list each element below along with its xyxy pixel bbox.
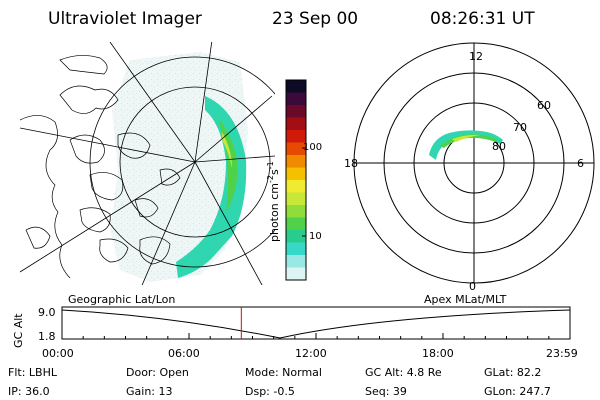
mlt-label-0: 0 xyxy=(469,280,476,293)
colorbar-segment xyxy=(286,105,306,118)
mlat-label-80: 80 xyxy=(492,140,506,153)
colorbar-tick-100: 100 xyxy=(303,142,322,153)
svg-text:photon cm-2s-1: photon cm-2s-1 xyxy=(266,161,281,242)
status-dsp: Dsp: -0.5 xyxy=(245,385,295,398)
status-mode: Mode: Normal xyxy=(245,366,322,379)
lat-circle-outer xyxy=(119,86,271,238)
status-gain: Gain: 13 xyxy=(126,385,173,398)
mlt-label-12: 12 xyxy=(469,50,483,63)
colorbar-segment xyxy=(286,180,306,193)
auroral-arc-peak xyxy=(452,134,480,142)
polar-label: Apex MLat/MLT xyxy=(424,293,507,306)
date-label: 23 Sep 00 xyxy=(272,9,358,29)
mlat-label-70: 70 xyxy=(513,121,527,134)
colorbar-segment xyxy=(286,130,306,143)
colorbar-segment xyxy=(286,92,306,106)
gc-alt-ymax: 9.0 xyxy=(38,306,56,319)
colorbar-segment xyxy=(286,205,306,218)
colorbar-segment xyxy=(286,217,306,231)
colorbar-tick-10: 10 xyxy=(309,231,322,242)
status-footer: Flt: LBHL Door: Open Mode: Normal GC Alt… xyxy=(8,366,551,398)
meridians xyxy=(20,42,275,285)
status-seq: Seq: 39 xyxy=(365,385,407,398)
unit-main: photon cm xyxy=(268,183,281,242)
colorbar-segment xyxy=(286,255,306,268)
colorbar-frame xyxy=(285,79,307,281)
time-tick-0600: 06:00 xyxy=(168,347,200,360)
status-door: Door: Open xyxy=(126,366,189,379)
colorbar-unit-label: photon cm-2s-1 xyxy=(266,161,281,242)
colorbar-segment xyxy=(286,142,306,156)
instrument-title: Ultraviolet Imager xyxy=(48,9,202,29)
time-tick-1200: 12:00 xyxy=(295,347,327,360)
time-ticks xyxy=(61,333,571,339)
lat-circle-far xyxy=(89,56,275,268)
colorbar-segment xyxy=(286,117,306,131)
status-gc-alt: GC Alt: 4.8 Re xyxy=(365,366,442,379)
auroral-peak-geo xyxy=(222,132,232,168)
colorbar-segment xyxy=(286,230,306,243)
colorbar-segment xyxy=(286,267,306,281)
status-ip: IP: 36.0 xyxy=(8,385,50,398)
gc-alt-axis-label: GC Alt xyxy=(12,313,25,348)
unit-sup1: -2 xyxy=(266,175,275,183)
colorbar-segment xyxy=(286,80,306,93)
unit-s: s xyxy=(268,169,281,175)
status-glat: GLat: 82.2 xyxy=(484,366,541,379)
colorbar-segment xyxy=(286,242,306,256)
mlt-label-6: 6 xyxy=(577,157,584,170)
geo-map-label: Geographic Lat/Lon xyxy=(68,293,175,306)
time-tick-0000: 00:00 xyxy=(42,347,74,360)
status-filter: Flt: LBHL xyxy=(8,366,58,379)
status-glon: GLon: 247.7 xyxy=(484,385,551,398)
gc-alt-panel: 9.0 1.8 GC Alt 00:00 06:00 12:00 18:00 2… xyxy=(12,306,578,360)
mlt-label-18: 18 xyxy=(344,157,358,170)
auroral-core-geo xyxy=(218,118,238,212)
time-label: 08:26:31 UT xyxy=(430,9,535,29)
coastlines xyxy=(20,55,181,279)
time-tick-2359: 23:59 xyxy=(546,347,578,360)
time-tick-1800: 18:00 xyxy=(422,347,454,360)
geographic-map xyxy=(20,42,275,285)
colorbar-segment xyxy=(286,155,306,168)
mlat-label-60: 60 xyxy=(537,99,551,112)
auroral-arc-core xyxy=(440,134,498,148)
gc-alt-curve xyxy=(61,309,571,339)
colorbar-segment xyxy=(286,167,306,181)
gc-alt-ymin: 1.8 xyxy=(38,330,56,343)
polar-plot: 12 18 6 0 60 70 80 xyxy=(344,42,595,293)
unit-sup2: -1 xyxy=(266,161,275,169)
colorbar xyxy=(285,79,307,281)
colorbar-segment xyxy=(286,192,306,206)
